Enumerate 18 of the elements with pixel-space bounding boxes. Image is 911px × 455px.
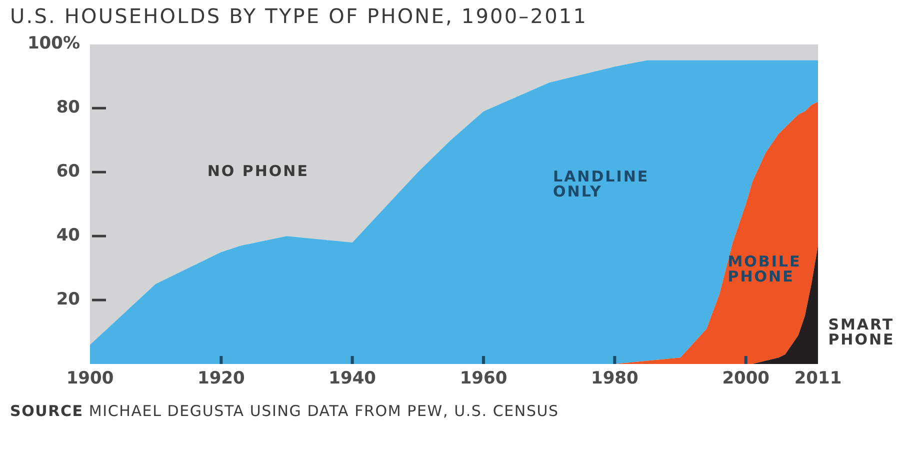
x-tick-label: 2000 — [722, 368, 770, 389]
x-tick-label: 1900 — [66, 368, 114, 389]
y-tick-label: 20 — [56, 289, 80, 310]
x-tick-label: 2011 — [794, 368, 842, 389]
x-tick-label: 1940 — [328, 368, 376, 389]
chart-title: U.S. HOUSEHOLDS BY TYPE OF PHONE, 1900–2011 — [10, 4, 588, 28]
series-label: MOBILE PHONE — [728, 252, 802, 286]
y-tick-label: 40 — [56, 226, 80, 246]
x-tick-label: 1920 — [198, 368, 245, 389]
y-tick-label: 100% — [27, 34, 80, 54]
y-tick-label: 60 — [56, 162, 80, 182]
series-label: NO PHONE — [207, 162, 309, 180]
source-note: SOURCE MICHAEL DEGUSTA USING DATA FROM PEW, U.S. CENSUS — [10, 402, 559, 420]
series-label: LANDLINE ONLY — [553, 167, 650, 200]
y-tick-label: 80 — [56, 98, 80, 118]
x-tick-label: 1960 — [460, 368, 508, 389]
series-label: SMART PHONE — [828, 315, 895, 348]
x-tick-label: 1980 — [591, 368, 639, 389]
